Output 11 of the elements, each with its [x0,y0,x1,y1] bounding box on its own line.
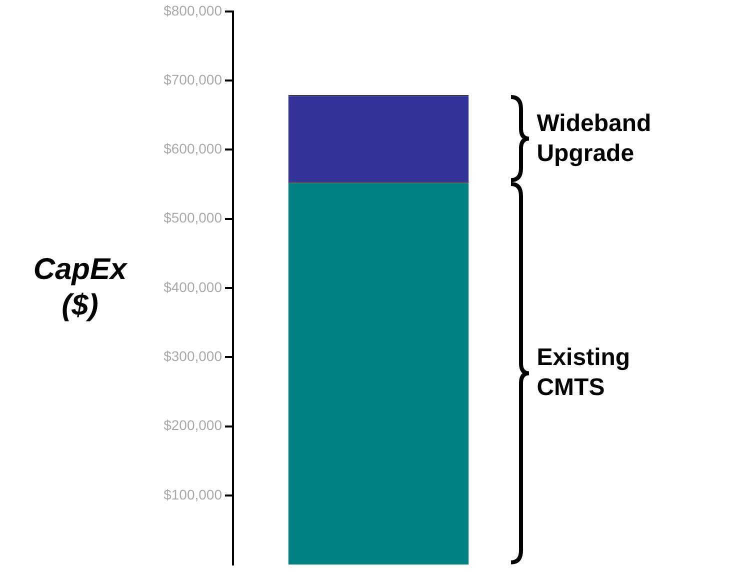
y-tick-label: $100,000 [164,486,222,502]
text: Wideband Upgrade [536,108,652,169]
text: Existing CMTS [536,343,632,404]
y-tick-label: $500,000 [164,210,222,226]
y-tick-label: $700,000 [164,71,222,88]
y-axis-title: CapEx ($) [32,252,128,324]
y-tick-label: $800,000 [164,2,222,18]
y-tick-label: $600,000 [164,140,222,157]
y-tick-label: $200,000 [164,417,222,434]
y-tick-label: $400,000 [164,278,222,295]
y-tick-label: $300,000 [164,348,222,364]
